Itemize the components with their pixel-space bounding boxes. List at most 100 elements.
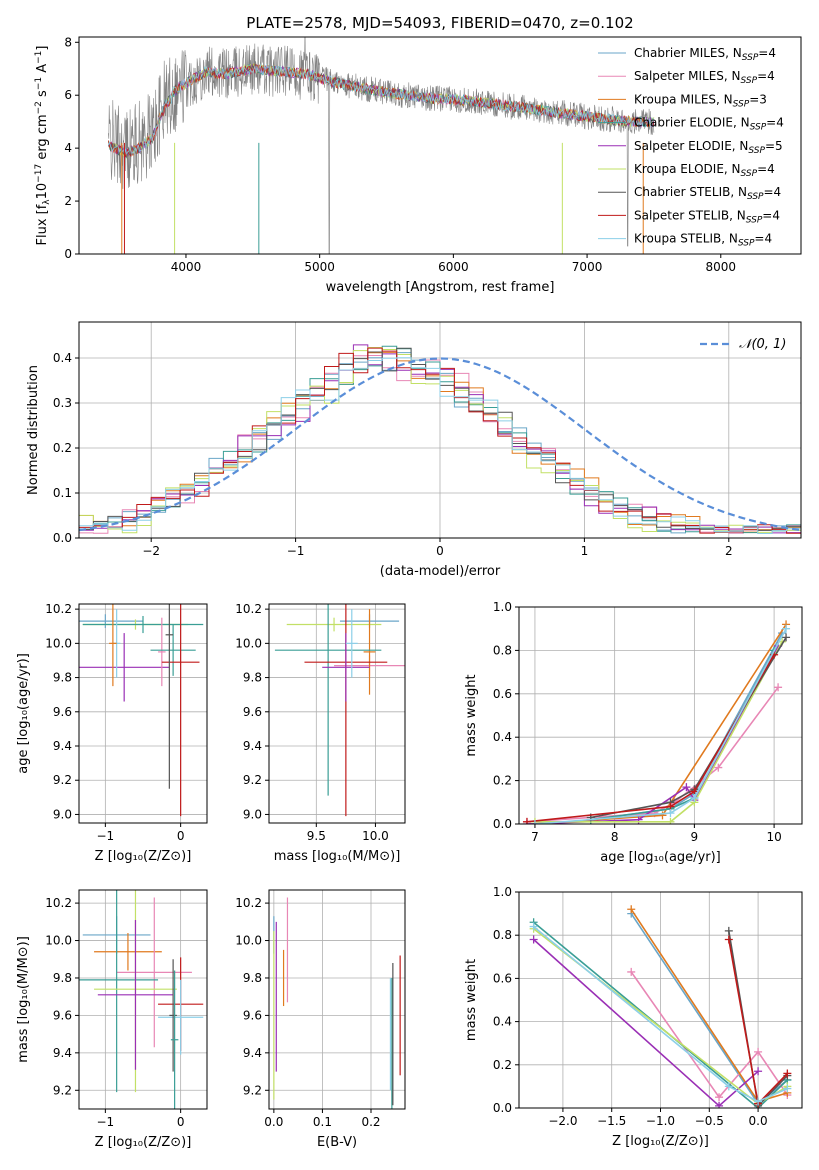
y-axis-label-part: −17 xyxy=(34,164,44,183)
weight-line xyxy=(534,641,783,823)
weight-marker xyxy=(529,935,538,944)
x-axis-label: E(B-V) xyxy=(317,1135,357,1150)
weight-marker xyxy=(627,967,636,976)
x-tick-label: −1.0 xyxy=(646,1114,675,1128)
z-mass-panel: −1 0 9.2 9.4 9.6 9.8 10.0 10.2 Z [log₁₀(Z/Z⊙)] ma… xyxy=(16,889,208,1150)
weight-marker xyxy=(774,683,783,692)
y-tick-label: 9.4 xyxy=(243,739,262,753)
y-tick-label: 0 xyxy=(64,247,72,261)
x-tick-label: 2 xyxy=(725,544,733,558)
legend-entry: Chabrier ELODIE, NSSP=4 xyxy=(634,116,784,133)
axes-frame xyxy=(78,36,802,255)
y-tick-label: 4 xyxy=(64,141,72,155)
y-tick-label: 10.2 xyxy=(45,896,72,910)
axes-frame xyxy=(78,889,208,1110)
y-tick-label: 1.0 xyxy=(493,885,512,899)
y-axis-label-part: s xyxy=(35,90,50,101)
y-tick-label: 9.6 xyxy=(243,1008,262,1022)
x-tick-label: −1 xyxy=(287,544,305,558)
x-axis-label: Z [log₁₀(Z/Z⊙)] xyxy=(95,1135,192,1150)
y-axis-label-part: erg cm xyxy=(35,114,50,163)
weight-marker xyxy=(724,1082,733,1091)
legend-entry: Kroupa MILES, NSSP=3 xyxy=(634,92,767,109)
residual-histogram-panel: −2 −1 0 1 2 0.0 0.1 0.2 0.3 0.4 (data-model)/error… xyxy=(26,321,802,579)
x-tick-label: 10.0 xyxy=(362,829,389,843)
x-tick-label: −1 xyxy=(97,829,115,843)
legend-entry: Salpeter ELODIE, NSSP=5 xyxy=(634,139,783,156)
plot-area xyxy=(522,620,791,824)
x-axis-label: wavelength [Angstrom, rest frame] xyxy=(326,280,555,295)
weight-line xyxy=(630,971,789,1099)
y-tick-label: 10.0 xyxy=(45,636,72,650)
y-axis-label: mass weight xyxy=(464,959,479,1041)
weight-marker xyxy=(782,624,791,633)
x-axis-label: mass [log₁₀(M/M⊙)] xyxy=(274,849,401,864)
axes-frame xyxy=(78,603,208,824)
y-tick-label: 9.2 xyxy=(53,1083,72,1097)
y-tick-label: 9.8 xyxy=(243,671,262,685)
plot-area xyxy=(79,344,801,538)
legend-entry: Kroupa STELIB, NSSP=4 xyxy=(634,232,772,249)
x-axis-label: (data-model)/error xyxy=(380,564,501,579)
figure-title: PLATE=2578, MJD=54093, FIBERID=0470, z=0… xyxy=(246,14,633,32)
x-axis-label: Z [log₁₀(Z/Z⊙)] xyxy=(95,849,192,864)
z-age-panel: −1 0 9.0 9.2 9.4 9.6 9.8 10.0 10.2 Z [log₁₀(Z/Z⊙)… xyxy=(16,602,208,864)
normal-curve xyxy=(79,357,801,532)
legend: Chabrier MILES, NSSP=4 Salpeter MILES, NS… xyxy=(598,46,784,249)
weight-marker xyxy=(783,1084,792,1093)
weight-marker xyxy=(690,793,699,802)
x-tick-label: −2 xyxy=(142,544,160,558)
legend-entry: Chabrier STELIB, NSSP=4 xyxy=(634,185,781,202)
weight-marker xyxy=(724,926,733,935)
y-axis-label-part: Flux [f xyxy=(35,204,50,245)
y-tick-label: 0.2 xyxy=(53,441,72,455)
y-tick-label: 9.8 xyxy=(53,971,72,985)
y-tick-label: 9.2 xyxy=(243,773,262,787)
x-tick-label: −1.5 xyxy=(597,1114,626,1128)
y-tick-label: 0.8 xyxy=(493,928,512,942)
weight-marker xyxy=(715,1101,724,1108)
y-axis-label-part: λ xyxy=(42,199,52,205)
x-tick-label: −0.5 xyxy=(695,1114,724,1128)
plot-area xyxy=(79,890,204,1109)
weight-marker xyxy=(658,811,667,820)
y-tick-label: 10.2 xyxy=(45,602,72,616)
y-tick-label: 0.0 xyxy=(493,817,512,831)
y-tick-label: 0.4 xyxy=(53,351,72,365)
legend-entry: 𝒩(0, 1) xyxy=(739,337,786,352)
y-tick-label: 0.2 xyxy=(493,774,512,788)
weight-marker xyxy=(529,922,538,931)
weight-line xyxy=(533,921,788,1108)
y-tick-label: 9.8 xyxy=(243,971,262,985)
legend-entry: Chabrier MILES, NSSP=4 xyxy=(634,46,776,63)
y-tick-label: 0.3 xyxy=(53,396,72,410)
y-tick-label: 9.0 xyxy=(243,807,262,821)
weight-line xyxy=(533,925,788,1103)
weight-marker xyxy=(782,633,791,642)
y-tick-label: 0.4 xyxy=(493,730,512,744)
y-tick-label: 9.4 xyxy=(53,1046,72,1060)
x-tick-label: 1 xyxy=(581,544,589,558)
x-tick-label: −1 xyxy=(97,1115,115,1129)
spectrum-panel: 4000 5000 6000 7000 8000 0 2 4 6 8 wavelength [Ang… xyxy=(34,35,802,295)
x-tick-label: 5000 xyxy=(304,260,335,274)
y-tick-label: 9.6 xyxy=(53,1008,72,1022)
y-tick-label: 0.6 xyxy=(493,971,512,985)
x-tick-label: 0.0 xyxy=(264,1115,283,1129)
axes-frame xyxy=(268,603,406,824)
weight-marker xyxy=(715,1093,724,1102)
y-tick-label: 9.0 xyxy=(53,807,72,821)
legend-entry: Salpeter MILES, NSSP=4 xyxy=(634,69,775,86)
y-tick-label: 10.2 xyxy=(235,602,262,616)
model-spectrum-line xyxy=(108,63,655,156)
x-tick-label: 8000 xyxy=(706,260,737,274)
y-tick-label: 0.6 xyxy=(493,687,512,701)
y-axis-label-part: ] xyxy=(35,46,50,51)
y-tick-label: 0.1 xyxy=(53,486,72,500)
y-tick-label: 2 xyxy=(64,194,72,208)
weight-marker xyxy=(666,809,675,818)
axes-frame xyxy=(268,889,406,1110)
legend-entry: Kroupa ELODIE, NSSP=4 xyxy=(634,162,775,179)
y-axis-label: Normed distribution xyxy=(26,365,41,495)
